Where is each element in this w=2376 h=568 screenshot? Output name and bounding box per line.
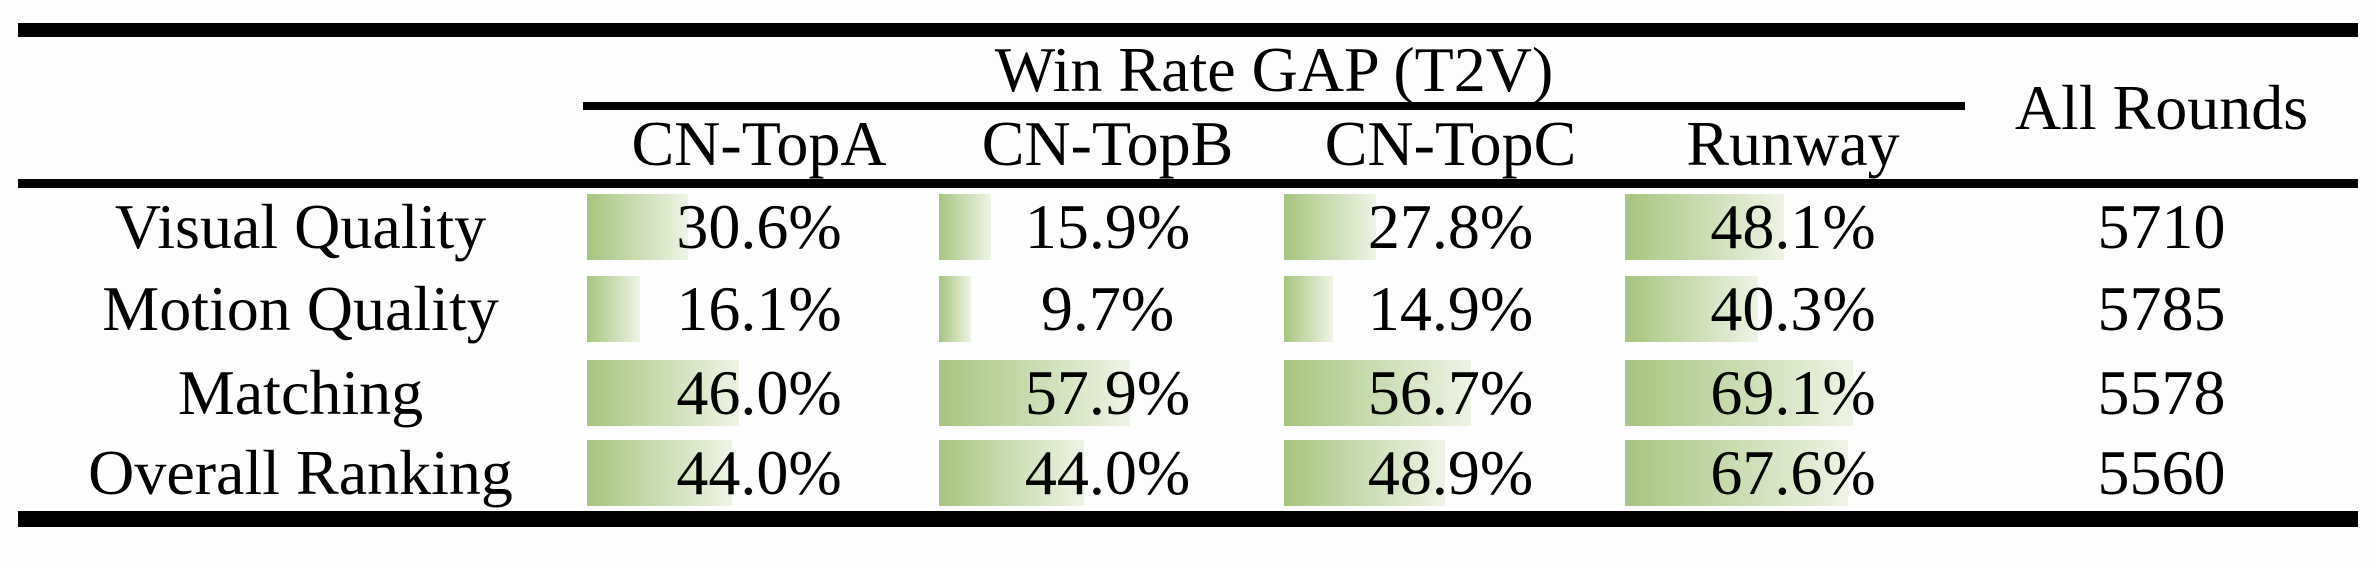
win-rate-bar — [1625, 360, 1854, 426]
win-rate-value: 16.1% — [676, 273, 842, 344]
win-rate-bar — [1284, 360, 1472, 426]
table-row-matching: Matching 46.0% 57.9% 56.7% 69.1% 5578 — [18, 351, 2358, 435]
win-rate-bar — [587, 194, 688, 261]
win-rate-value: 44.0% — [1024, 437, 1191, 508]
win-rate-bar — [1284, 440, 1446, 506]
win-rate-value: 27.8% — [1367, 191, 1534, 263]
win-rate-value: 40.3% — [1710, 273, 1876, 344]
win-rate-value: 44.0% — [676, 437, 842, 508]
win-rate-cell: 48.1% — [1621, 183, 1965, 267]
table-header-columns-row: CN-TopA CN-TopB CN-TopC Runway — [18, 106, 2358, 188]
win-rate-cell: 56.7% — [1280, 351, 1621, 435]
column-header-all-rounds: All Rounds — [1965, 30, 2358, 188]
win-rate-cell: 44.0% — [583, 435, 935, 519]
header-spacer-cell — [18, 30, 583, 106]
all-rounds-value: 5710 — [2097, 191, 2226, 263]
column-header-cn-topb: CN-TopB — [935, 106, 1280, 188]
win-rate-value: 9.7% — [1040, 273, 1175, 344]
win-rate-bar — [1284, 194, 1376, 261]
group-header-win-rate-gap: Win Rate GAP (T2V) — [583, 30, 1965, 110]
column-header-cn-topc: CN-TopC — [1280, 106, 1621, 188]
win-rate-table: Win Rate GAP (T2V) All Rounds CN-TopA CN… — [18, 23, 2358, 527]
row-label: Overall Ranking — [88, 437, 513, 508]
row-label: Visual Quality — [114, 191, 487, 263]
column-header-runway: Runway — [1621, 106, 1965, 188]
all-rounds-value: 5560 — [2097, 437, 2226, 508]
win-rate-bar — [939, 360, 1131, 426]
all-rounds-value: 5785 — [2097, 273, 2226, 344]
win-rate-cell: 69.1% — [1621, 351, 1965, 435]
win-rate-cell: 14.9% — [1280, 267, 1621, 351]
table-header-group-row: Win Rate GAP (T2V) All Rounds — [18, 30, 2358, 188]
win-rate-cell: 16.1% — [583, 267, 935, 351]
win-rate-bar — [939, 276, 971, 342]
win-rate-bar — [939, 194, 992, 261]
row-label: Matching — [177, 357, 424, 428]
win-rate-value: 15.9% — [1024, 191, 1191, 263]
win-rate-cell: 9.7% — [935, 267, 1280, 351]
win-rate-value: 46.0% — [676, 357, 842, 428]
table-row-visual-quality: Visual Quality 30.6% 15.9% 27.8% 48.1% 5… — [18, 183, 2358, 267]
win-rate-bar — [1625, 276, 1758, 342]
win-rate-cell: 48.9% — [1280, 435, 1621, 519]
table-row-overall-ranking: Overall Ranking 44.0% 44.0% 48.9% 67.6% … — [18, 435, 2358, 519]
win-rate-value: 30.6% — [676, 191, 842, 263]
win-rate-bar — [1625, 440, 1849, 506]
win-rate-cell: 27.8% — [1280, 183, 1621, 267]
column-header-cn-topa: CN-TopA — [583, 106, 935, 188]
win-rate-value: 56.7% — [1367, 357, 1534, 428]
win-rate-value: 57.9% — [1024, 357, 1191, 428]
win-rate-value: 48.9% — [1367, 437, 1534, 508]
win-rate-bar — [587, 440, 733, 506]
win-rate-cell: 67.6% — [1621, 435, 1965, 519]
header-spacer-cell — [18, 106, 583, 188]
win-rate-bar — [587, 360, 739, 426]
win-rate-bar — [587, 276, 641, 342]
win-rate-bar — [939, 440, 1085, 506]
row-label: Motion Quality — [102, 273, 499, 344]
win-rate-bar — [1625, 194, 1784, 261]
win-rate-bar — [1284, 276, 1334, 342]
win-rate-value: 69.1% — [1710, 357, 1876, 428]
win-rate-value: 48.1% — [1710, 191, 1876, 263]
win-rate-cell: 46.0% — [583, 351, 935, 435]
win-rate-cell: 57.9% — [935, 351, 1280, 435]
table-row-motion-quality: Motion Quality 16.1% 9.7% 14.9% 40.3% 57… — [18, 267, 2358, 351]
win-rate-cell: 40.3% — [1621, 267, 1965, 351]
all-rounds-value: 5578 — [2097, 357, 2226, 428]
win-rate-cell: 44.0% — [935, 435, 1280, 519]
win-rate-value: 67.6% — [1710, 437, 1876, 508]
win-rate-value: 14.9% — [1367, 273, 1534, 344]
win-rate-cell: 30.6% — [583, 183, 935, 267]
win-rate-cell: 15.9% — [935, 183, 1280, 267]
